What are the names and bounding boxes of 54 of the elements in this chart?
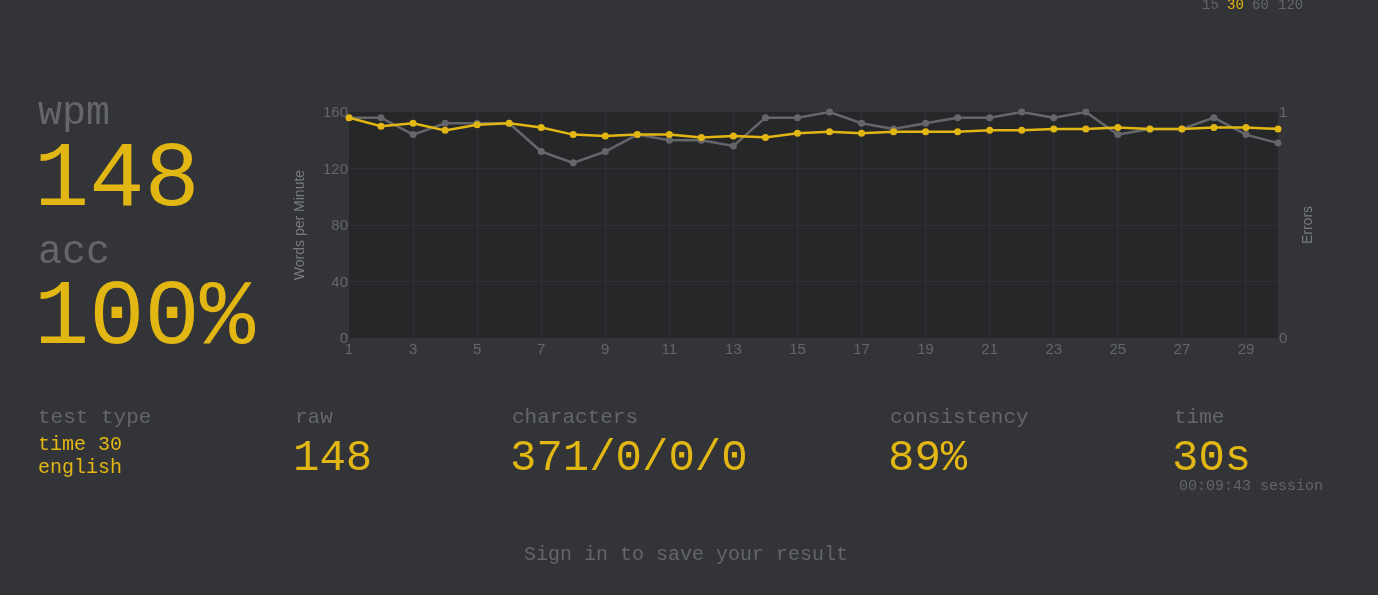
point (729, 142, 737, 150)
point (793, 129, 801, 137)
point (954, 114, 962, 122)
point (409, 119, 417, 127)
point (569, 131, 577, 139)
point (1242, 131, 1250, 139)
point (665, 131, 673, 139)
point (377, 122, 385, 130)
point (1018, 126, 1026, 134)
point (858, 119, 866, 127)
text: 371/0/0/0 (510, 433, 748, 483)
point (1114, 131, 1122, 139)
point (377, 114, 385, 122)
text: english (38, 456, 123, 479)
point (826, 128, 834, 136)
point (601, 148, 609, 156)
point (1210, 124, 1218, 132)
point (537, 124, 545, 132)
point (761, 114, 769, 122)
point (986, 114, 994, 122)
point (1114, 124, 1122, 132)
text: 89% (888, 433, 968, 483)
point (665, 136, 673, 144)
point (441, 119, 449, 127)
point (1274, 125, 1282, 133)
point (1210, 114, 1218, 122)
point (1274, 139, 1282, 147)
point (922, 128, 930, 136)
point (409, 131, 417, 139)
point (954, 128, 962, 136)
point (922, 119, 930, 127)
point (1082, 108, 1090, 116)
point (1082, 125, 1090, 133)
y-axis-title: Words per Minute (290, 169, 307, 281)
point (601, 132, 609, 140)
point (1050, 125, 1058, 133)
point (793, 114, 801, 122)
y2-axis-title: Errors (1298, 205, 1315, 245)
point (537, 148, 545, 156)
point (441, 126, 449, 134)
point (569, 159, 577, 167)
point (1018, 108, 1026, 116)
text: 148 (293, 433, 373, 483)
y-tick-label: 160 (322, 103, 348, 121)
point (826, 108, 834, 116)
text: 100% (34, 266, 256, 371)
point (1050, 114, 1058, 122)
point (986, 126, 994, 134)
text: time 30 (38, 433, 123, 456)
point (761, 133, 769, 141)
point (858, 129, 866, 137)
point (729, 132, 737, 140)
point (1242, 124, 1250, 132)
text: 30 (1227, 0, 1244, 13)
